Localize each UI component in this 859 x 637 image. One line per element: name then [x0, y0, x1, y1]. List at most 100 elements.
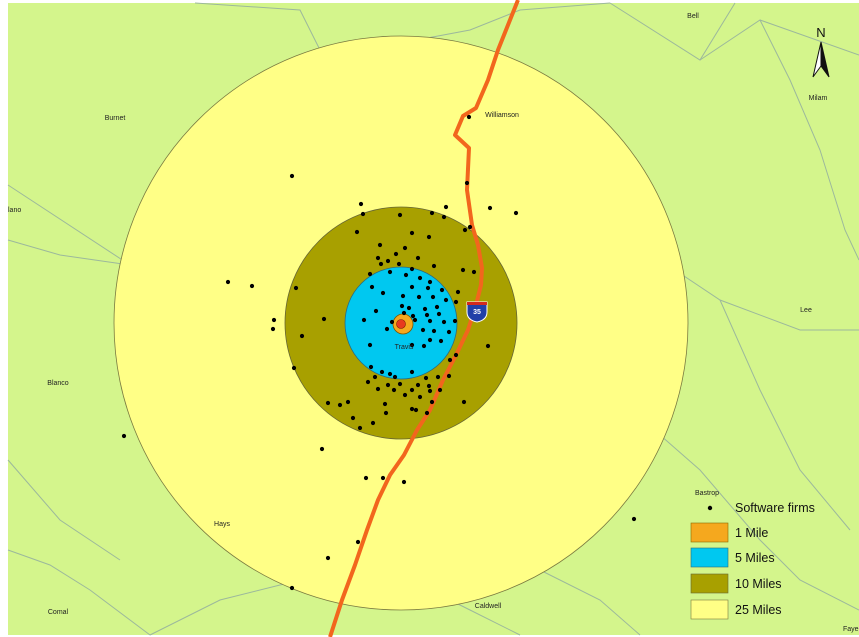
software-firm-dot	[377, 242, 383, 248]
software-firm-dot	[325, 400, 331, 406]
software-firm-dot	[431, 328, 437, 334]
software-firm-dot	[453, 352, 459, 358]
county-label-williamson: Williamson	[485, 112, 519, 119]
software-firm-dot	[367, 271, 373, 277]
shield-top-band	[467, 302, 487, 305]
legend-1-mile-label: 1 Mile	[735, 526, 768, 540]
software-firm-dot	[363, 475, 369, 481]
county-boundary	[7, 549, 151, 636]
software-firm-dot	[401, 479, 407, 485]
software-firm-dot	[397, 381, 403, 387]
software-firm-dot	[354, 229, 360, 235]
software-firm-dot	[426, 234, 432, 240]
software-firm-dot	[441, 214, 447, 220]
county-label-comal: Comal	[48, 609, 69, 616]
software-firm-dot	[437, 387, 443, 393]
county-label-hays: Hays	[214, 521, 230, 528]
county-boundary	[759, 19, 859, 56]
software-firm-dot	[355, 539, 361, 545]
software-firm-dot	[409, 266, 415, 272]
software-firm-dot	[631, 516, 637, 522]
software-firm-dot	[402, 392, 408, 398]
software-firm-dot	[384, 326, 390, 332]
software-firm-dot	[249, 283, 255, 289]
software-firm-dot	[466, 114, 472, 120]
legend-25-miles-label: 25 Miles	[735, 603, 782, 617]
software-firm-dot	[424, 410, 430, 416]
legend: Software firms 1 Mile 5 Miles 10 Miles 2…	[690, 501, 815, 620]
county-label-travis: Travis	[395, 344, 414, 351]
county-boundary	[7, 459, 121, 561]
software-firm-dot	[409, 284, 415, 290]
software-firm-dot	[430, 294, 436, 300]
software-firm-dot	[369, 284, 375, 290]
software-firm-dot	[446, 329, 452, 335]
software-firm-dot	[424, 312, 430, 318]
software-firm-dot	[385, 258, 391, 264]
software-firm-dot	[429, 399, 435, 405]
county-label-lee: Lee	[800, 307, 812, 314]
software-firm-dot	[391, 387, 397, 393]
software-firm-dot	[425, 285, 431, 291]
software-firm-dot	[289, 173, 295, 179]
software-firm-dot	[387, 269, 393, 275]
software-firm-dot	[436, 311, 442, 317]
software-firm-dot	[393, 251, 399, 257]
software-firm-dot	[462, 227, 468, 233]
software-firm-dot	[358, 201, 364, 207]
county-boundary	[659, 259, 859, 331]
software-firm-dot	[399, 303, 405, 309]
software-firm-dot	[443, 297, 449, 303]
software-firm-dot	[373, 308, 379, 314]
software-firm-dot	[415, 382, 421, 388]
software-firm-dot	[403, 272, 409, 278]
legend-10-miles-label: 10 Miles	[735, 577, 782, 591]
software-firm-dot	[409, 230, 415, 236]
county-label-llano: lano	[8, 207, 21, 214]
software-firm-dot	[467, 224, 473, 230]
software-firm-dot	[350, 415, 356, 421]
software-firm-dot	[337, 402, 343, 408]
software-firm-dot	[365, 379, 371, 385]
software-firm-dot	[397, 212, 403, 218]
software-firm-dot	[225, 279, 231, 285]
software-firm-dot	[435, 374, 441, 380]
software-firm-dot	[409, 387, 415, 393]
county-boundary	[519, 559, 641, 636]
center-marker	[396, 319, 406, 329]
software-firm-dot	[431, 263, 437, 269]
county-boundary	[699, 19, 859, 261]
software-firm-dot	[325, 555, 331, 561]
software-firm-dot	[412, 317, 418, 323]
software-firm-dot	[380, 475, 386, 481]
software-firm-dot	[422, 306, 428, 312]
county-boundary	[719, 299, 851, 531]
software-firm-dot	[400, 293, 406, 299]
software-firm-dot	[455, 289, 461, 295]
software-firm-dot	[423, 375, 429, 381]
software-firm-dot	[485, 343, 491, 349]
county-boundary	[619, 399, 859, 611]
software-firm-dot	[487, 205, 493, 211]
software-firm-dot	[396, 261, 402, 267]
county-label-caldwell: Caldwell	[475, 603, 502, 610]
shield-icon	[466, 301, 488, 323]
software-firm-dot	[382, 401, 388, 407]
software-firm-dot	[415, 255, 421, 261]
county-boundary	[7, 239, 131, 266]
software-firm-dot	[471, 269, 477, 275]
software-firm-dot	[360, 211, 366, 217]
software-firm-dot	[379, 369, 385, 375]
software-firm-dot	[434, 304, 440, 310]
software-firm-dot	[427, 279, 433, 285]
legend-firm-symbol	[707, 505, 713, 511]
software-firm-dot	[416, 294, 422, 300]
software-firm-dot	[401, 310, 407, 316]
software-firm-dot	[372, 374, 378, 380]
software-firm-dot	[345, 399, 351, 405]
software-firm-dot	[321, 316, 327, 322]
county-label-burnet: Burnet	[105, 115, 126, 122]
software-firm-dot	[452, 318, 458, 324]
software-firm-dot	[387, 371, 393, 377]
